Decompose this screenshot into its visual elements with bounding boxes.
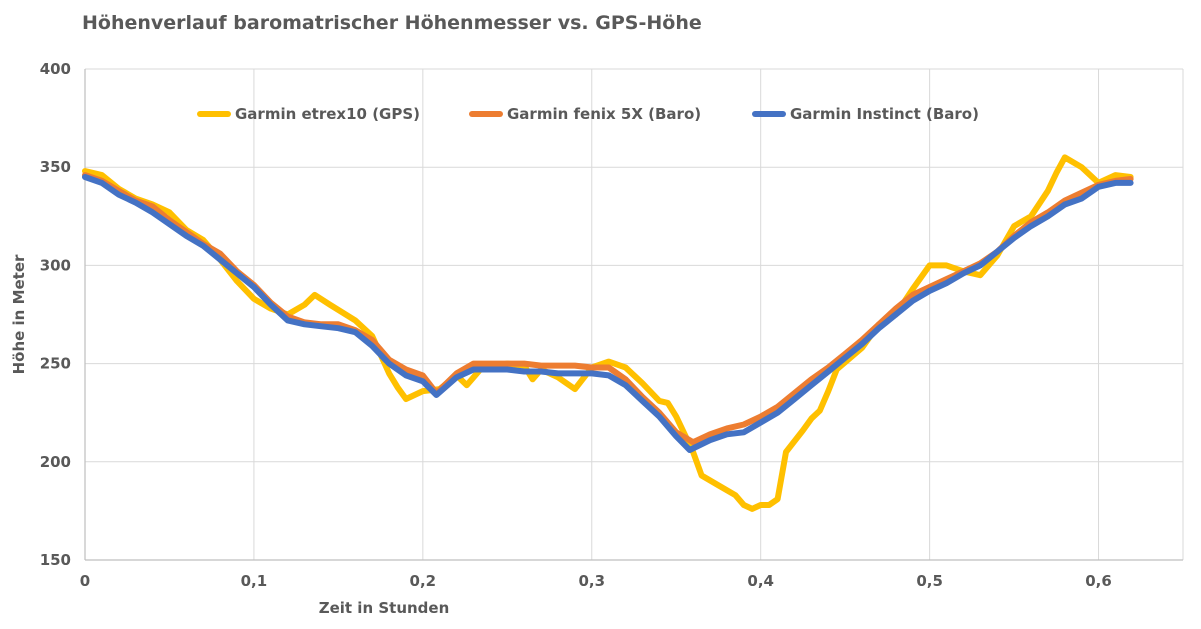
y-tick-label: 150: [40, 551, 71, 569]
x-tick-label: 0,4: [747, 572, 774, 590]
axes: 150 200 250 300 350 400 0 0,1 0,2 0,3 0,4 0,5 0,6: [40, 60, 1183, 590]
x-tick-label: 0,5: [916, 572, 943, 590]
x-tick-label: 0,3: [578, 572, 605, 590]
y-tick-label: 250: [40, 355, 71, 373]
x-tick-label: 0,2: [410, 572, 437, 590]
legend-label-3: Garmin Instinct (Baro): [790, 105, 979, 123]
y-tick-label: 200: [40, 453, 71, 471]
series-line-3: [82, 174, 1134, 453]
legend: Garmin etrex10 (GPS) Garmin fenix 5X (Bar…: [197, 105, 979, 123]
x-tick-label: 0: [80, 572, 90, 590]
y-axis-title: Höhe in Meter: [10, 254, 28, 374]
x-axis-title: Zeit in Stunden: [319, 599, 450, 617]
y-tick-label: 350: [40, 158, 71, 176]
series-line-1: [82, 154, 1134, 512]
chart-title: Höhenverlauf baromatrischer Höhenmesser …: [82, 12, 702, 34]
series-lines: [82, 154, 1134, 512]
x-tick-label: 0,1: [241, 572, 268, 590]
x-tick-label: 0,6: [1085, 572, 1112, 590]
grid-lines: [84, 68, 1184, 561]
legend-label-2: Garmin fenix 5X (Baro): [507, 105, 701, 123]
y-tick-label: 400: [40, 60, 71, 78]
legend-label-1: Garmin etrex10 (GPS): [235, 105, 420, 123]
series-line-2: [82, 172, 1134, 446]
y-tick-label: 300: [40, 256, 71, 274]
